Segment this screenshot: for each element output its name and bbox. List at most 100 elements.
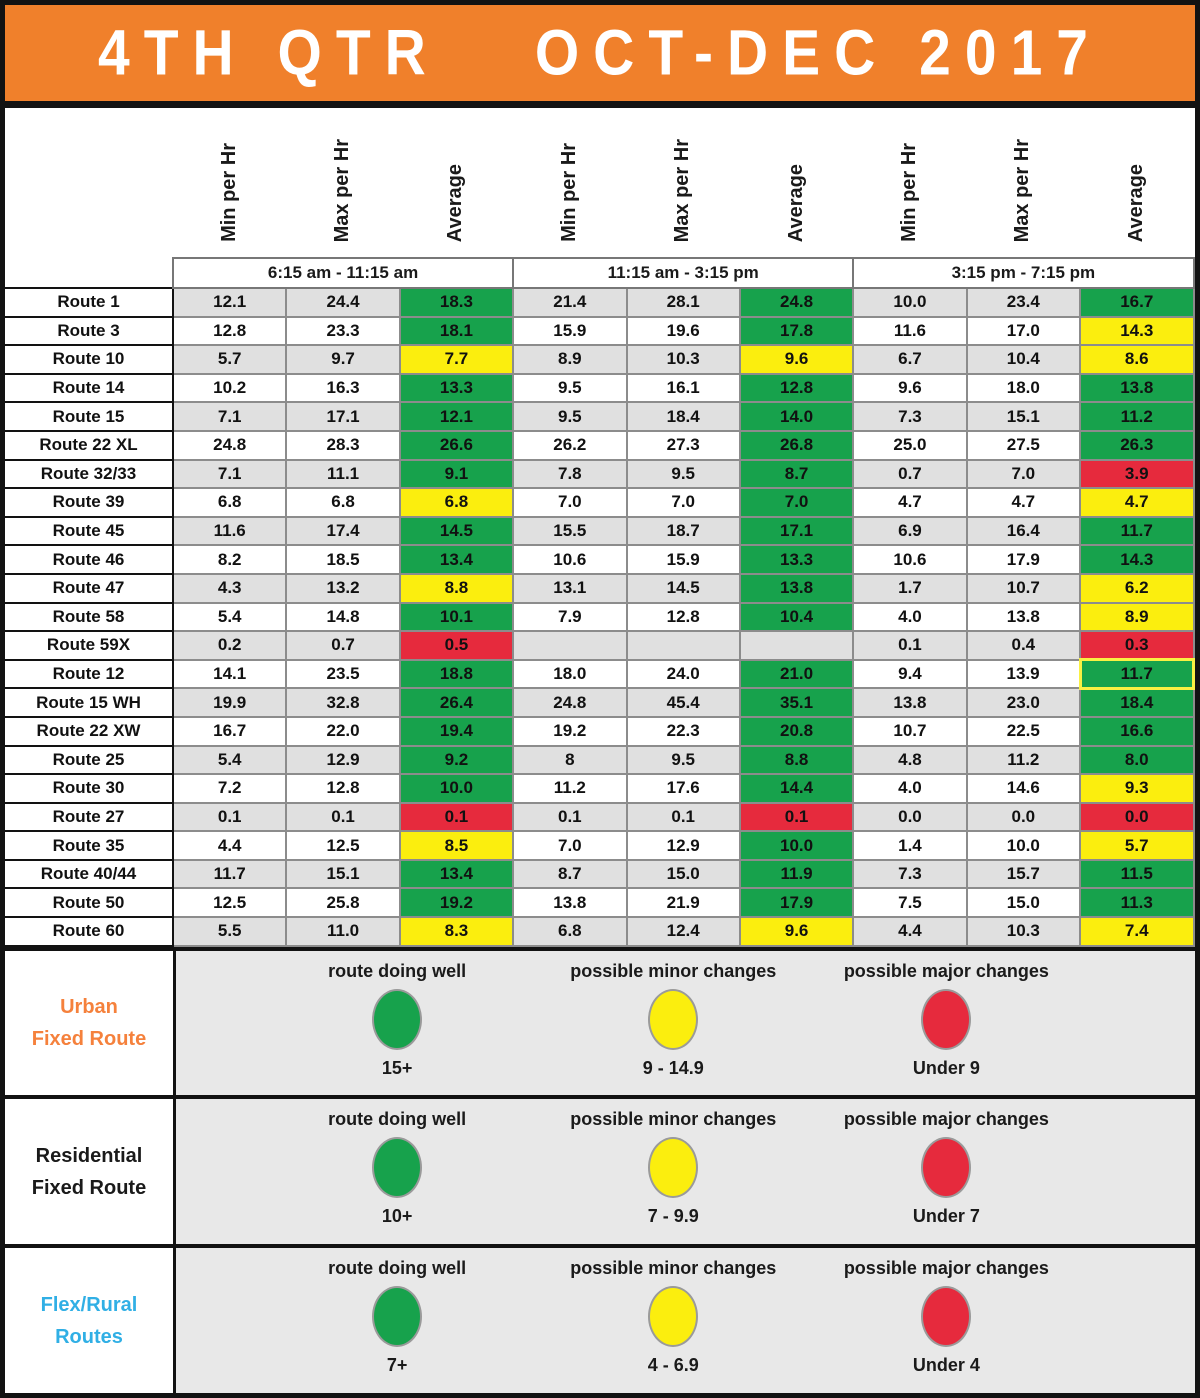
max-per-hr-label: Max per Hr: [1011, 138, 1034, 242]
max-per-hr-cell: 0.0: [965, 801, 1082, 833]
min-per-hr-cell: 4.4: [171, 830, 288, 861]
average-cell: 9.1: [398, 458, 515, 490]
average-cell: 21.0: [738, 658, 855, 690]
yellow-status-circle-icon: [648, 1137, 699, 1199]
min-per-hr-cell: 9.5: [512, 372, 628, 404]
legend-item: possible major changes Under 7: [816, 1109, 1076, 1227]
max-per-hr-cell: [625, 630, 741, 661]
routes-performance-table: Min per Hr Max per Hr Average Min per Hr Max…: [5, 108, 1195, 947]
max-per-hr-cell: 15.0: [965, 887, 1082, 919]
min-per-hr-cell: 6.7: [852, 344, 968, 375]
average-cell: 14.0: [738, 401, 855, 432]
legend-item-range: 15+: [381, 1057, 413, 1078]
min-per-hr-cell: 26.2: [512, 429, 628, 461]
max-per-hr-cell: 18.4: [625, 401, 741, 432]
min-per-hr-cell: 4.3: [171, 572, 288, 604]
min-per-hr-cell: 4.0: [852, 601, 968, 633]
legend-item-range: 4 - 6.9: [647, 1355, 699, 1376]
route-row: Route 50 12.5 25.8 19.2 13.8 21.9 17.9 7.5 15.0 1…: [5, 887, 1195, 919]
min-per-hr-cell: 13.8: [852, 687, 968, 718]
legend-item: route doing well 15+: [267, 961, 527, 1079]
average-cell: 8.3: [398, 916, 515, 947]
column-header-cell: Average: [740, 108, 853, 258]
route-row: Route 40/44 11.7 15.1 13.4 8.7 15.0 11.9 7.3 15.…: [5, 858, 1195, 890]
average-cell: 18.8: [398, 658, 515, 690]
green-status-circle-icon: [372, 1286, 423, 1348]
max-per-hr-cell: 7.0: [965, 458, 1082, 490]
max-per-hr-cell: 21.9: [625, 887, 741, 919]
max-per-hr-cell: 15.1: [285, 858, 401, 890]
max-per-hr-cell: 22.5: [965, 715, 1082, 747]
min-per-hr-cell: 8.7: [512, 858, 628, 890]
column-header-cell: Average: [400, 108, 513, 258]
min-per-hr-cell: 12.1: [171, 287, 288, 318]
max-per-hr-cell: 0.7: [285, 630, 401, 661]
max-per-hr-cell: 27.5: [965, 429, 1082, 461]
min-per-hr-cell: 10.7: [852, 715, 968, 747]
average-cell: 19.4: [398, 715, 515, 747]
max-per-hr-cell: 13.9: [965, 658, 1082, 690]
legend-item-title: route doing well: [328, 960, 467, 981]
route-row: Route 39 6.8 6.8 6.8 7.0 7.0 7.0 4.7 4.7 4.7: [5, 487, 1195, 518]
min-per-hr-cell: 7.5: [852, 887, 968, 919]
max-per-hr-cell: 17.6: [625, 773, 741, 804]
title-date-range: OCT-DEC 2017: [534, 17, 1102, 89]
red-status-circle-icon: [921, 988, 972, 1050]
average-cell: 8.8: [398, 572, 515, 604]
column-header-row: Min per Hr Max per Hr Average Min per Hr Max…: [5, 108, 1194, 258]
max-per-hr-cell: 15.1: [965, 401, 1082, 432]
top-left-spacer: [5, 108, 173, 258]
average-cell: 8.5: [398, 830, 515, 861]
average-cell: 13.8: [738, 572, 855, 604]
min-per-hr-cell: 6.8: [171, 487, 288, 518]
route-name-cell: Route 59X: [5, 630, 174, 661]
legend-item: possible major changes Under 9: [816, 961, 1076, 1079]
min-per-hr-cell: 12.5: [171, 887, 288, 919]
max-per-hr-cell: 17.4: [285, 515, 401, 547]
legend-item-range: 7 - 9.9: [647, 1206, 699, 1227]
max-per-hr-cell: 32.8: [285, 687, 401, 718]
min-per-hr-cell: 24.8: [512, 687, 628, 718]
max-per-hr-cell: 12.9: [285, 744, 401, 776]
legend-item: possible minor changes 7 - 9.9: [543, 1109, 803, 1227]
average-cell: 8.9: [1079, 601, 1195, 633]
legend-items-box: route doing well 10+ possible minor change…: [176, 1099, 1195, 1245]
min-per-hr-cell: 10.2: [171, 372, 288, 404]
average-cell: 9.3: [1079, 773, 1195, 804]
route-name-cell: Route 22 XW: [5, 715, 174, 747]
min-per-hr-cell: 9.6: [852, 372, 968, 404]
average-cell: 9.2: [398, 744, 515, 776]
average-label: Average: [1124, 163, 1147, 242]
min-per-hr-cell: 21.4: [512, 287, 628, 318]
average-cell: 35.1: [738, 687, 855, 718]
route-name-cell: Route 35: [5, 830, 174, 861]
max-per-hr-cell: 12.4: [625, 916, 741, 947]
max-per-hr-cell: 10.4: [965, 344, 1082, 375]
legend-category-label-line: Fixed Route: [31, 1028, 147, 1051]
route-name-cell: Route 3: [5, 315, 174, 347]
min-per-hr-cell: 16.7: [171, 715, 288, 747]
min-per-hr-label: Min per Hr: [897, 143, 920, 242]
average-cell: 13.3: [398, 372, 515, 404]
route-name-cell: Route 27: [5, 801, 174, 833]
average-cell: 24.8: [738, 287, 855, 318]
time-period-header: 11:15 am - 3:15 pm: [512, 257, 855, 289]
average-cell: 8.0: [1079, 744, 1195, 776]
average-cell: 19.2: [398, 887, 515, 919]
max-per-hr-cell: 23.5: [285, 658, 401, 690]
min-per-hr-cell: 10.0: [852, 287, 968, 318]
route-name-cell: Route 40/44: [5, 858, 174, 890]
max-per-hr-cell: 28.1: [625, 287, 741, 318]
column-header-cell: Min per Hr: [513, 108, 626, 258]
max-per-hr-cell: 17.1: [285, 401, 401, 432]
legend-category-label: Residential Fixed Route: [5, 1099, 176, 1245]
max-per-hr-cell: 16.3: [285, 372, 401, 404]
max-per-hr-cell: 45.4: [625, 687, 741, 718]
average-cell: 18.3: [398, 287, 515, 318]
average-cell: 7.7: [398, 344, 515, 375]
min-per-hr-cell: 7.2: [171, 773, 288, 804]
max-per-hr-cell: 0.1: [625, 801, 741, 833]
legend-section: Urban Fixed Route route doing well 15+ possi…: [5, 946, 1195, 1096]
min-per-hr-cell: 7.0: [512, 830, 628, 861]
min-per-hr-cell: 5.4: [171, 744, 288, 776]
